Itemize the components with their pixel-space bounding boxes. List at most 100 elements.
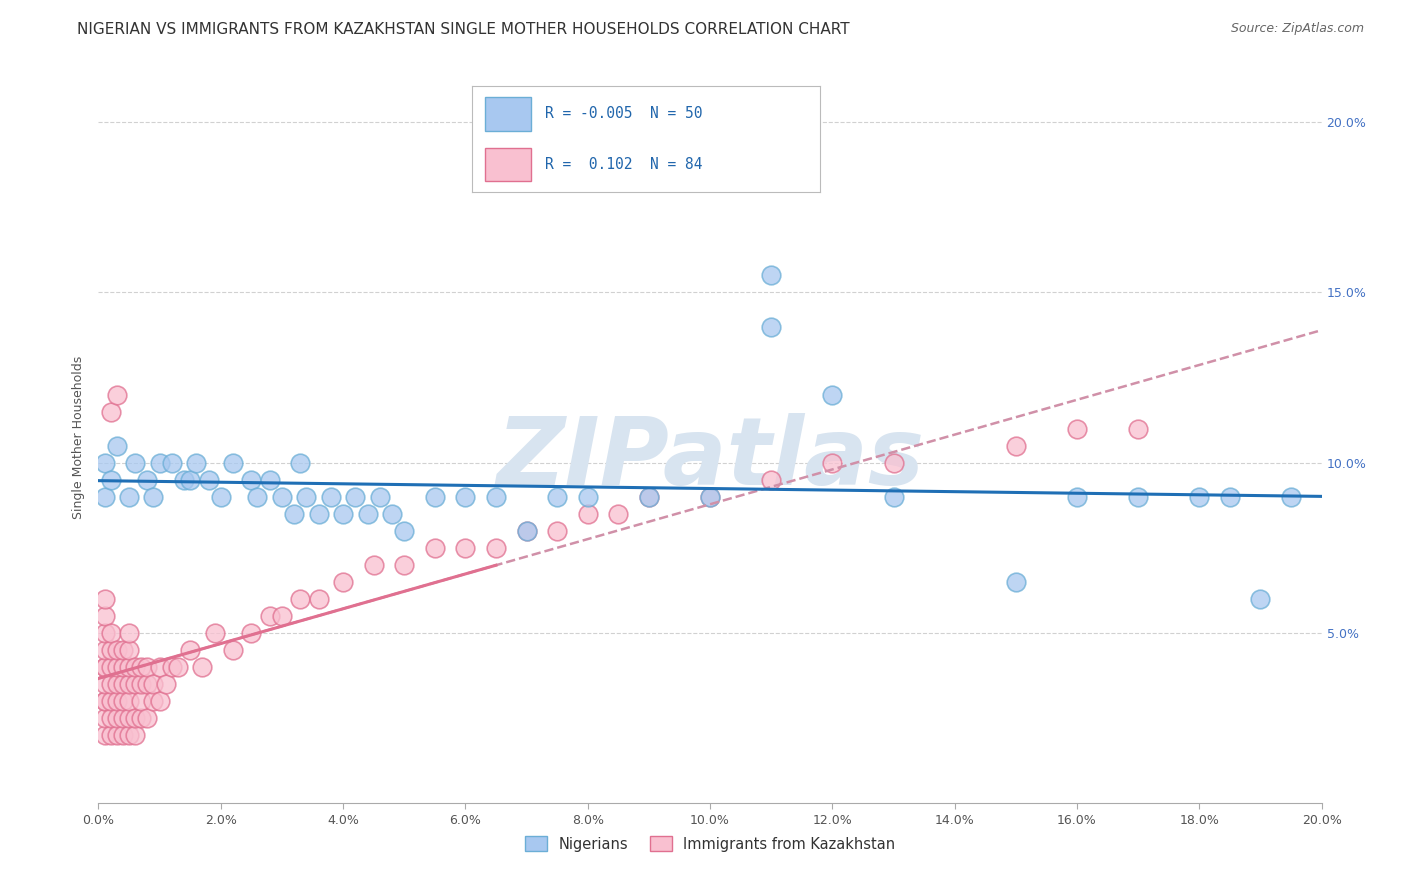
- Point: [118, 659, 141, 673]
- Point: [637, 490, 661, 504]
- Point: [118, 642, 141, 657]
- Point: [93, 642, 115, 657]
- Point: [167, 659, 190, 673]
- Point: [93, 456, 115, 470]
- Point: [105, 439, 128, 453]
- Point: [93, 659, 115, 673]
- Point: [259, 608, 281, 623]
- Point: [222, 642, 245, 657]
- Point: [576, 490, 599, 504]
- Point: [186, 456, 208, 470]
- Point: [124, 677, 146, 691]
- Point: [142, 490, 165, 504]
- Point: [332, 574, 354, 589]
- Point: [283, 507, 305, 521]
- Point: [100, 625, 122, 640]
- Point: [576, 507, 599, 521]
- Text: NIGERIAN VS IMMIGRANTS FROM KAZAKHSTAN SINGLE MOTHER HOUSEHOLDS CORRELATION CHAR: NIGERIAN VS IMMIGRANTS FROM KAZAKHSTAN S…: [77, 22, 851, 37]
- Point: [100, 404, 122, 418]
- Point: [259, 473, 281, 487]
- Point: [111, 659, 134, 673]
- Point: [423, 541, 446, 555]
- Point: [423, 490, 446, 504]
- Point: [290, 591, 312, 606]
- Point: [100, 711, 122, 725]
- Point: [308, 591, 330, 606]
- Point: [1128, 421, 1150, 435]
- Point: [100, 728, 122, 742]
- Point: [124, 728, 146, 742]
- Point: [105, 677, 128, 691]
- Point: [142, 677, 165, 691]
- Point: [136, 473, 159, 487]
- Point: [356, 507, 378, 521]
- Point: [149, 659, 172, 673]
- Point: [191, 659, 214, 673]
- Point: [759, 473, 782, 487]
- Point: [155, 677, 177, 691]
- Point: [105, 387, 128, 401]
- Point: [118, 694, 141, 708]
- Point: [149, 456, 172, 470]
- Y-axis label: Single Mother Households: Single Mother Households: [72, 355, 86, 519]
- Point: [1066, 421, 1088, 435]
- Point: [222, 456, 245, 470]
- Point: [160, 659, 183, 673]
- Point: [270, 490, 292, 504]
- Point: [485, 541, 508, 555]
- Point: [93, 711, 115, 725]
- Point: [100, 473, 122, 487]
- Point: [381, 507, 404, 521]
- Point: [111, 642, 134, 657]
- Text: Source: ZipAtlas.com: Source: ZipAtlas.com: [1230, 22, 1364, 36]
- Point: [129, 694, 152, 708]
- Legend: Nigerians, Immigrants from Kazakhstan: Nigerians, Immigrants from Kazakhstan: [519, 830, 901, 858]
- Point: [883, 456, 905, 470]
- Point: [516, 524, 538, 538]
- Point: [454, 490, 477, 504]
- Point: [129, 677, 152, 691]
- Point: [699, 490, 721, 504]
- Point: [883, 490, 905, 504]
- Point: [392, 558, 416, 572]
- Point: [93, 694, 115, 708]
- Point: [118, 490, 141, 504]
- Point: [179, 642, 201, 657]
- Point: [118, 677, 141, 691]
- Point: [111, 711, 134, 725]
- Point: [118, 625, 141, 640]
- Point: [111, 694, 134, 708]
- Point: [160, 456, 183, 470]
- Point: [111, 677, 134, 691]
- Point: [204, 625, 226, 640]
- Point: [105, 728, 128, 742]
- Point: [363, 558, 385, 572]
- Point: [179, 473, 201, 487]
- Point: [240, 473, 263, 487]
- Point: [821, 456, 844, 470]
- Point: [105, 642, 128, 657]
- Point: [344, 490, 367, 504]
- Point: [136, 677, 159, 691]
- Point: [332, 507, 354, 521]
- Point: [93, 659, 115, 673]
- Point: [124, 659, 146, 673]
- Point: [93, 728, 115, 742]
- Point: [637, 490, 661, 504]
- Point: [392, 524, 416, 538]
- Point: [124, 711, 146, 725]
- Point: [1128, 490, 1150, 504]
- Point: [100, 642, 122, 657]
- Point: [1004, 439, 1026, 453]
- Point: [105, 694, 128, 708]
- Point: [1279, 490, 1302, 504]
- Point: [136, 659, 159, 673]
- Point: [129, 659, 152, 673]
- Point: [516, 524, 538, 538]
- Point: [485, 490, 508, 504]
- Point: [607, 507, 630, 521]
- Point: [240, 625, 263, 640]
- Point: [1219, 490, 1241, 504]
- Point: [129, 711, 152, 725]
- Point: [105, 659, 128, 673]
